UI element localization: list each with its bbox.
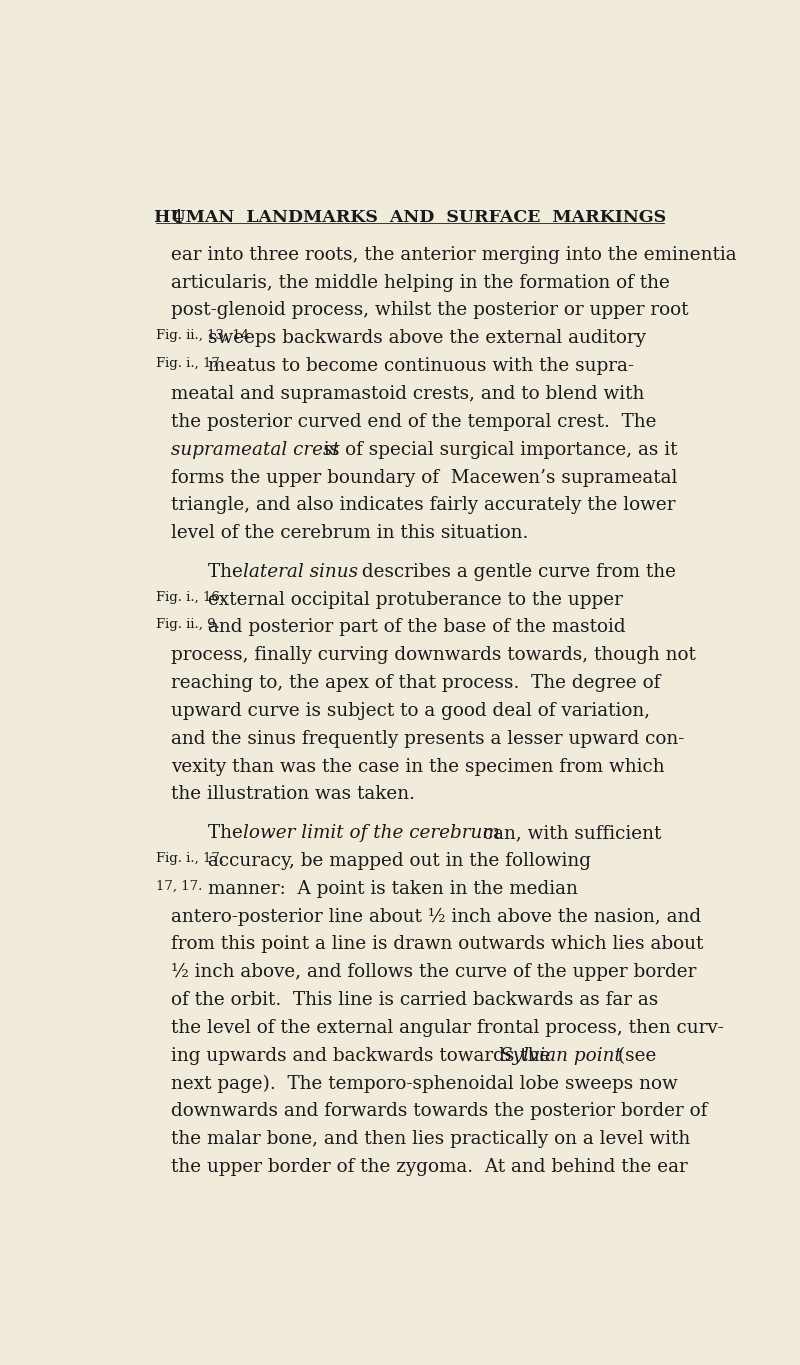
Text: manner:  A point is taken in the median: manner: A point is taken in the median [209,879,578,898]
Text: (see: (see [612,1047,657,1065]
Text: 17, 17.: 17, 17. [156,879,202,893]
Text: is of special surgical importance, as it: is of special surgical importance, as it [318,441,678,459]
Text: ear into three roots, the anterior merging into the eminentia: ear into three roots, the anterior mergi… [171,246,737,263]
Text: from this point a line is drawn outwards which lies about: from this point a line is drawn outwards… [171,935,704,953]
Text: suprameatal crest: suprameatal crest [171,441,340,459]
Text: 4: 4 [171,209,182,227]
Text: the malar bone, and then lies practically on a level with: the malar bone, and then lies practicall… [171,1130,690,1148]
Text: meatus to become continuous with the supra-: meatus to become continuous with the sup… [209,358,634,375]
Text: external occipital protuberance to the upper: external occipital protuberance to the u… [209,591,623,609]
Text: meatal and supramastoid crests, and to blend with: meatal and supramastoid crests, and to b… [171,385,645,403]
Text: process, finally curving downwards towards, though not: process, finally curving downwards towar… [171,646,696,665]
Text: Fig. ii., 9.: Fig. ii., 9. [156,618,220,632]
Text: of the orbit.  This line is carried backwards as far as: of the orbit. This line is carried backw… [171,991,658,1009]
Text: accuracy, be mapped out in the following: accuracy, be mapped out in the following [209,852,591,870]
Text: can, with sufficient: can, with sufficient [477,824,661,842]
Text: triangle, and also indicates fairly accurately the lower: triangle, and also indicates fairly accu… [171,497,676,515]
Text: level of the cerebrum in this situation.: level of the cerebrum in this situation. [171,524,529,542]
Text: describes a gentle curve from the: describes a gentle curve from the [355,562,675,580]
Text: articularis, the middle helping in the formation of the: articularis, the middle helping in the f… [171,273,670,292]
Text: HUMAN  LANDMARKS  AND  SURFACE  MARKINGS: HUMAN LANDMARKS AND SURFACE MARKINGS [154,209,666,227]
Text: post-glenoid process, whilst the posterior or upper root: post-glenoid process, whilst the posteri… [171,302,689,319]
Text: The: The [209,824,250,842]
Text: Fig. i., 16.: Fig. i., 16. [156,591,224,603]
Text: the illustration was taken.: the illustration was taken. [171,785,415,804]
Text: next page).  The temporo-sphenoidal lobe sweeps now: next page). The temporo-sphenoidal lobe … [171,1074,678,1093]
Text: ing upwards and backwards towards the: ing upwards and backwards towards the [171,1047,557,1065]
Text: vexity than was the case in the specimen from which: vexity than was the case in the specimen… [171,758,665,775]
Text: lower limit of the cerebrum: lower limit of the cerebrum [243,824,500,842]
Text: Fig. i., 17.: Fig. i., 17. [156,358,224,370]
Text: the posterior curved end of the temporal crest.  The: the posterior curved end of the temporal… [171,412,657,431]
Text: the level of the external angular frontal process, then curv-: the level of the external angular fronta… [171,1018,724,1037]
Text: antero-posterior line about ½ inch above the nasion, and: antero-posterior line about ½ inch above… [171,908,702,925]
Text: forms the upper boundary of  Macewen’s suprameatal: forms the upper boundary of Macewen’s su… [171,468,678,486]
Text: The: The [209,562,250,580]
Text: Fig. i., 17,: Fig. i., 17, [156,852,224,864]
Text: the upper border of the zygoma.  At and behind the ear: the upper border of the zygoma. At and b… [171,1158,688,1177]
Text: and the sinus frequently presents a lesser upward con-: and the sinus frequently presents a less… [171,730,685,748]
Text: upward curve is subject to a good deal of variation,: upward curve is subject to a good deal o… [171,702,650,719]
Text: lateral sinus: lateral sinus [243,562,358,580]
Text: Fig. ii., 13, 14: Fig. ii., 13, 14 [156,329,249,343]
Text: sweeps backwards above the external auditory: sweeps backwards above the external audi… [209,329,646,347]
Text: reaching to, the apex of that process.  The degree of: reaching to, the apex of that process. T… [171,674,661,692]
Text: downwards and forwards towards the posterior border of: downwards and forwards towards the poste… [171,1103,708,1121]
Text: Sylvian point: Sylvian point [500,1047,622,1065]
Text: and posterior part of the base of the mastoid: and posterior part of the base of the ma… [209,618,626,636]
Text: ½ inch above, and follows the curve of the upper border: ½ inch above, and follows the curve of t… [171,964,697,981]
